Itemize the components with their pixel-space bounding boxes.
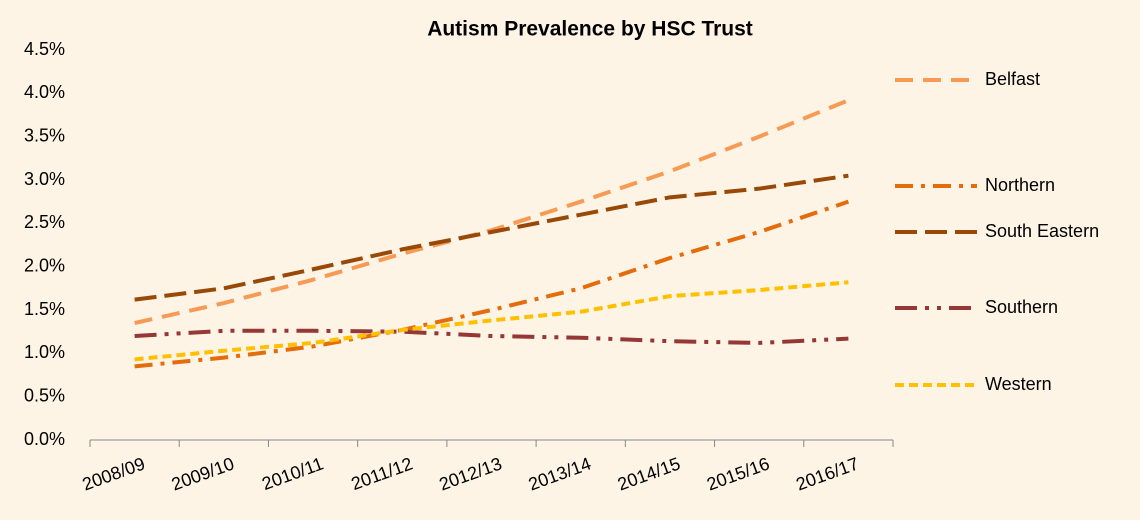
x-tick-label: 2011/12 bbox=[349, 453, 416, 494]
y-tick-label: 2.0% bbox=[24, 255, 65, 275]
series-line bbox=[134, 328, 849, 345]
legend-label: South Eastern bbox=[985, 221, 1099, 241]
y-tick-label: 1.0% bbox=[24, 342, 65, 362]
x-tick-label: 2012/13 bbox=[436, 453, 504, 494]
chart-title: Autism Prevalence by HSC Trust bbox=[427, 18, 753, 41]
y-tick-label: 1.5% bbox=[24, 299, 65, 319]
x-tick-label: 2014/15 bbox=[615, 453, 683, 494]
y-tick-label: 3.5% bbox=[24, 125, 65, 145]
y-tick-label: 2.5% bbox=[24, 212, 65, 232]
legend-label: Northern bbox=[985, 175, 1055, 195]
legend-label: Southern bbox=[985, 297, 1058, 317]
x-tick-label: 2009/10 bbox=[169, 453, 237, 494]
y-tick-label: 0.0% bbox=[24, 429, 65, 449]
series-line bbox=[134, 173, 849, 302]
x-tick-label: 2010/11 bbox=[259, 453, 326, 494]
x-tick-label: 2008/09 bbox=[80, 453, 148, 494]
y-tick-label: 0.5% bbox=[24, 385, 65, 405]
series-line bbox=[134, 280, 849, 362]
series-line bbox=[134, 199, 850, 369]
y-tick-label: 4.0% bbox=[24, 82, 65, 102]
y-tick-label: 3.0% bbox=[24, 169, 65, 189]
y-tick-label: 4.5% bbox=[24, 39, 65, 59]
legend-label: Belfast bbox=[985, 69, 1040, 89]
legend-label: Western bbox=[985, 374, 1052, 394]
x-tick-label: 2015/16 bbox=[704, 453, 772, 494]
x-tick-label: 2013/14 bbox=[526, 453, 594, 494]
x-tick-label: 2016/17 bbox=[793, 453, 861, 494]
